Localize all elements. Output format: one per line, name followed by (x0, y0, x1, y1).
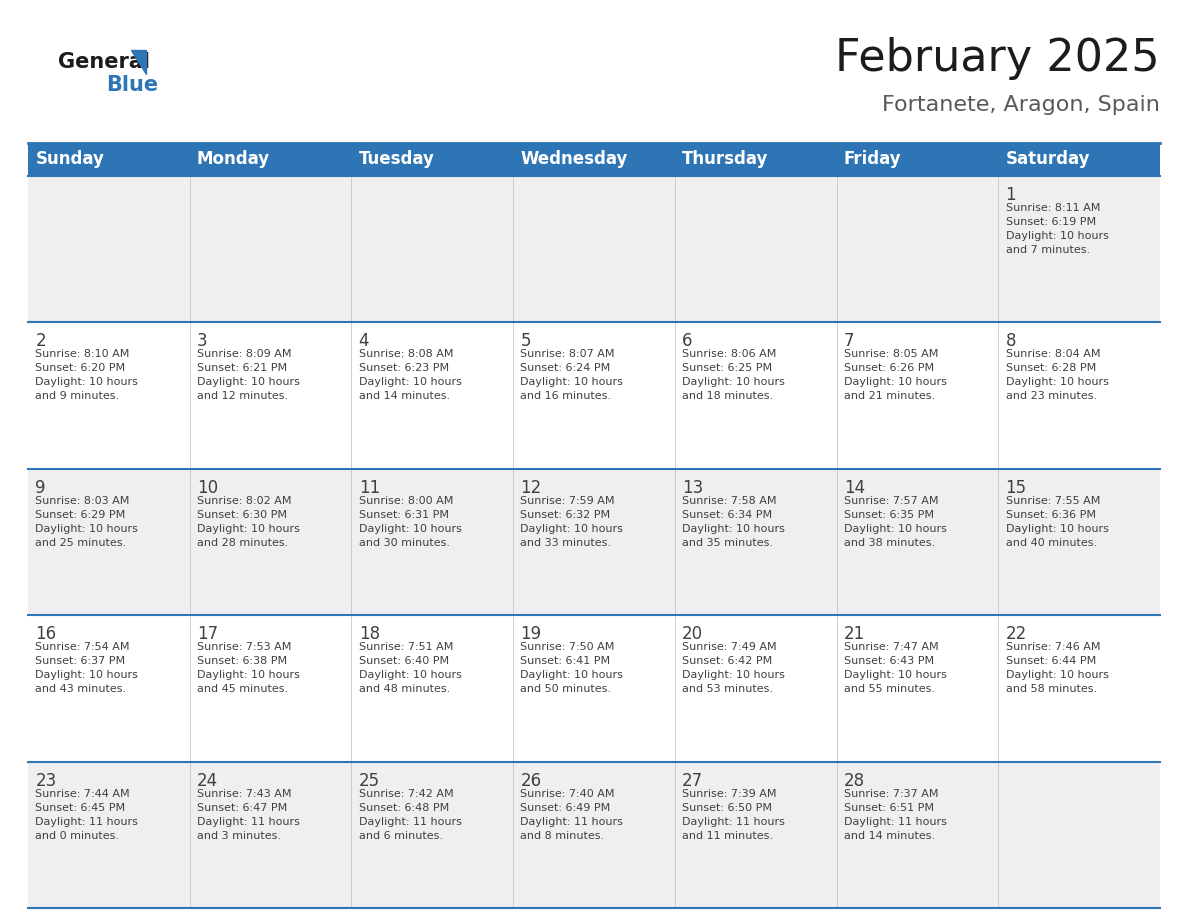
Text: 26: 26 (520, 772, 542, 789)
Text: 22: 22 (1005, 625, 1026, 644)
Text: 3: 3 (197, 332, 208, 351)
Text: Sunrise: 7:44 AM
Sunset: 6:45 PM
Daylight: 11 hours
and 0 minutes.: Sunrise: 7:44 AM Sunset: 6:45 PM Dayligh… (36, 789, 138, 841)
Text: 15: 15 (1005, 479, 1026, 497)
Text: 27: 27 (682, 772, 703, 789)
Text: Sunrise: 8:09 AM
Sunset: 6:21 PM
Daylight: 10 hours
and 12 minutes.: Sunrise: 8:09 AM Sunset: 6:21 PM Dayligh… (197, 350, 299, 401)
Text: 4: 4 (359, 332, 369, 351)
Text: 1: 1 (1005, 186, 1016, 204)
Text: 16: 16 (36, 625, 56, 644)
Text: 21: 21 (843, 625, 865, 644)
Text: 25: 25 (359, 772, 380, 789)
Text: Thursday: Thursday (682, 151, 769, 169)
Bar (29, 176, 1159, 322)
Text: Fortanete, Aragon, Spain: Fortanete, Aragon, Spain (883, 95, 1159, 115)
Text: Sunrise: 7:43 AM
Sunset: 6:47 PM
Daylight: 11 hours
and 3 minutes.: Sunrise: 7:43 AM Sunset: 6:47 PM Dayligh… (197, 789, 299, 841)
Text: Sunrise: 8:04 AM
Sunset: 6:28 PM
Daylight: 10 hours
and 23 minutes.: Sunrise: 8:04 AM Sunset: 6:28 PM Dayligh… (1005, 350, 1108, 401)
Text: Sunrise: 7:47 AM
Sunset: 6:43 PM
Daylight: 10 hours
and 55 minutes.: Sunrise: 7:47 AM Sunset: 6:43 PM Dayligh… (843, 643, 947, 694)
Text: Sunrise: 7:51 AM
Sunset: 6:40 PM
Daylight: 10 hours
and 48 minutes.: Sunrise: 7:51 AM Sunset: 6:40 PM Dayligh… (359, 643, 462, 694)
Text: Sunrise: 7:49 AM
Sunset: 6:42 PM
Daylight: 10 hours
and 53 minutes.: Sunrise: 7:49 AM Sunset: 6:42 PM Dayligh… (682, 643, 785, 694)
Text: Blue: Blue (106, 75, 158, 95)
Text: Sunrise: 7:55 AM
Sunset: 6:36 PM
Daylight: 10 hours
and 40 minutes.: Sunrise: 7:55 AM Sunset: 6:36 PM Dayligh… (1005, 496, 1108, 548)
Text: 5: 5 (520, 332, 531, 351)
Text: 17: 17 (197, 625, 219, 644)
Text: Sunrise: 8:07 AM
Sunset: 6:24 PM
Daylight: 10 hours
and 16 minutes.: Sunrise: 8:07 AM Sunset: 6:24 PM Dayligh… (520, 350, 624, 401)
Text: Saturday: Saturday (1005, 151, 1091, 169)
Text: 28: 28 (843, 772, 865, 789)
Bar (29, 762, 1159, 908)
Text: Monday: Monday (197, 151, 270, 169)
Text: Sunrise: 8:05 AM
Sunset: 6:26 PM
Daylight: 10 hours
and 21 minutes.: Sunrise: 8:05 AM Sunset: 6:26 PM Dayligh… (843, 350, 947, 401)
Text: Sunrise: 8:11 AM
Sunset: 6:19 PM
Daylight: 10 hours
and 7 minutes.: Sunrise: 8:11 AM Sunset: 6:19 PM Dayligh… (1005, 203, 1108, 255)
Text: 12: 12 (520, 479, 542, 497)
Text: Sunrise: 7:39 AM
Sunset: 6:50 PM
Daylight: 11 hours
and 11 minutes.: Sunrise: 7:39 AM Sunset: 6:50 PM Dayligh… (682, 789, 785, 841)
Text: 14: 14 (843, 479, 865, 497)
Text: Sunrise: 7:59 AM
Sunset: 6:32 PM
Daylight: 10 hours
and 33 minutes.: Sunrise: 7:59 AM Sunset: 6:32 PM Dayligh… (520, 496, 624, 548)
Text: Sunrise: 7:37 AM
Sunset: 6:51 PM
Daylight: 11 hours
and 14 minutes.: Sunrise: 7:37 AM Sunset: 6:51 PM Dayligh… (843, 789, 947, 841)
Text: General: General (58, 52, 150, 72)
Text: Sunrise: 7:57 AM
Sunset: 6:35 PM
Daylight: 10 hours
and 38 minutes.: Sunrise: 7:57 AM Sunset: 6:35 PM Dayligh… (843, 496, 947, 548)
Text: Sunrise: 7:40 AM
Sunset: 6:49 PM
Daylight: 11 hours
and 8 minutes.: Sunrise: 7:40 AM Sunset: 6:49 PM Dayligh… (520, 789, 624, 841)
Text: 7: 7 (843, 332, 854, 351)
Polygon shape (131, 50, 146, 74)
Text: Sunrise: 7:58 AM
Sunset: 6:34 PM
Daylight: 10 hours
and 35 minutes.: Sunrise: 7:58 AM Sunset: 6:34 PM Dayligh… (682, 496, 785, 548)
Text: 18: 18 (359, 625, 380, 644)
Text: Sunrise: 7:46 AM
Sunset: 6:44 PM
Daylight: 10 hours
and 58 minutes.: Sunrise: 7:46 AM Sunset: 6:44 PM Dayligh… (1005, 643, 1108, 694)
Text: Tuesday: Tuesday (359, 151, 435, 169)
Bar (29, 469, 1159, 615)
Text: Sunrise: 7:42 AM
Sunset: 6:48 PM
Daylight: 11 hours
and 6 minutes.: Sunrise: 7:42 AM Sunset: 6:48 PM Dayligh… (359, 789, 462, 841)
Text: 11: 11 (359, 479, 380, 497)
Text: February 2025: February 2025 (835, 37, 1159, 80)
Text: Sunday: Sunday (36, 151, 105, 169)
Text: Sunrise: 7:54 AM
Sunset: 6:37 PM
Daylight: 10 hours
and 43 minutes.: Sunrise: 7:54 AM Sunset: 6:37 PM Dayligh… (36, 643, 138, 694)
Text: 19: 19 (520, 625, 542, 644)
Text: Friday: Friday (843, 151, 902, 169)
Text: Sunrise: 8:02 AM
Sunset: 6:30 PM
Daylight: 10 hours
and 28 minutes.: Sunrise: 8:02 AM Sunset: 6:30 PM Dayligh… (197, 496, 299, 548)
Text: 6: 6 (682, 332, 693, 351)
Text: 20: 20 (682, 625, 703, 644)
Text: Sunrise: 7:50 AM
Sunset: 6:41 PM
Daylight: 10 hours
and 50 minutes.: Sunrise: 7:50 AM Sunset: 6:41 PM Dayligh… (520, 643, 624, 694)
Text: Sunrise: 8:08 AM
Sunset: 6:23 PM
Daylight: 10 hours
and 14 minutes.: Sunrise: 8:08 AM Sunset: 6:23 PM Dayligh… (359, 350, 462, 401)
Text: Sunrise: 8:03 AM
Sunset: 6:29 PM
Daylight: 10 hours
and 25 minutes.: Sunrise: 8:03 AM Sunset: 6:29 PM Dayligh… (36, 496, 138, 548)
Text: 24: 24 (197, 772, 219, 789)
Text: 2: 2 (36, 332, 46, 351)
Text: 13: 13 (682, 479, 703, 497)
Bar (29, 322, 1159, 469)
Text: 8: 8 (1005, 332, 1016, 351)
Text: Sunrise: 7:53 AM
Sunset: 6:38 PM
Daylight: 10 hours
and 45 minutes.: Sunrise: 7:53 AM Sunset: 6:38 PM Dayligh… (197, 643, 299, 694)
Text: 9: 9 (36, 479, 46, 497)
Bar (29, 615, 1159, 762)
Bar (29, 143, 1159, 176)
Text: 10: 10 (197, 479, 219, 497)
Text: 23: 23 (36, 772, 57, 789)
Text: Wednesday: Wednesday (520, 151, 627, 169)
Text: Sunrise: 8:00 AM
Sunset: 6:31 PM
Daylight: 10 hours
and 30 minutes.: Sunrise: 8:00 AM Sunset: 6:31 PM Dayligh… (359, 496, 462, 548)
Text: Sunrise: 8:10 AM
Sunset: 6:20 PM
Daylight: 10 hours
and 9 minutes.: Sunrise: 8:10 AM Sunset: 6:20 PM Dayligh… (36, 350, 138, 401)
Text: Sunrise: 8:06 AM
Sunset: 6:25 PM
Daylight: 10 hours
and 18 minutes.: Sunrise: 8:06 AM Sunset: 6:25 PM Dayligh… (682, 350, 785, 401)
